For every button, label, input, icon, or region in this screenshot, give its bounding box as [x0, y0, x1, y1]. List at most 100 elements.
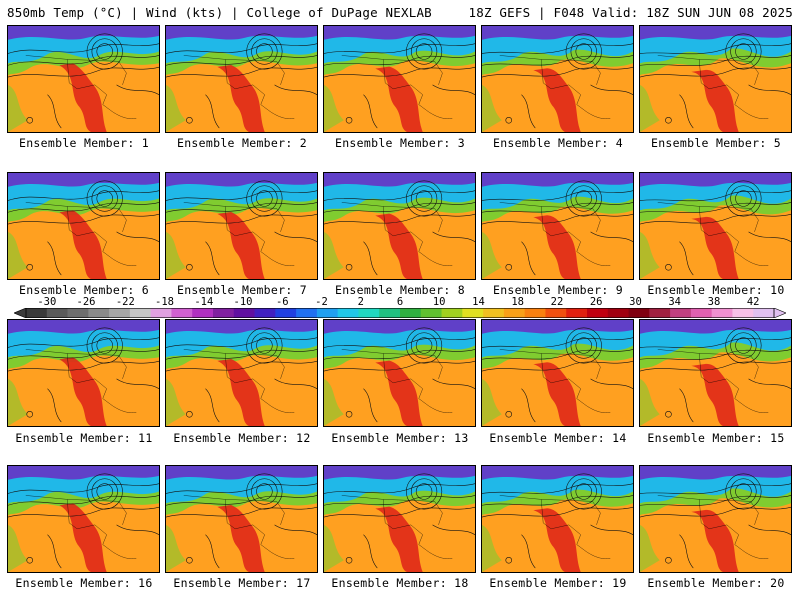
- colorbar-swatch: [213, 308, 235, 318]
- colorbar-swatch: [524, 308, 546, 318]
- colorbar-swatch: [690, 308, 713, 318]
- colorbar-tick-label: -18: [155, 296, 174, 308]
- colorbar-tick-label: 26: [589, 296, 603, 308]
- colorbar-left-arrow: [14, 308, 27, 318]
- ensemble-member-label: Ensemble Member: 15: [647, 431, 785, 445]
- ensemble-map-1: [7, 25, 160, 133]
- ensemble-member-label: Ensemble Member: 19: [489, 576, 627, 590]
- ensemble-map-7: [165, 172, 318, 280]
- colorbar-swatch: [462, 308, 484, 318]
- colorbar-tick-label: 30: [629, 296, 642, 308]
- colorbar-swatch: [670, 308, 692, 318]
- ensemble-member-label: Ensemble Member: 4: [492, 136, 624, 150]
- ensemble-member-label: Ensemble Member: 13: [331, 431, 469, 445]
- ensemble-map-17: [165, 465, 318, 573]
- colorbar-tick-label: -10: [233, 296, 253, 308]
- ensemble-member-label: Ensemble Member: 16: [15, 576, 153, 590]
- colorbar-swatch: [711, 308, 733, 318]
- colorbar-swatch: [67, 308, 89, 318]
- ensemble-map-9: [481, 172, 634, 280]
- colorbar-swatch: [296, 308, 318, 318]
- ensemble-map-15: [639, 319, 792, 427]
- colorbar-right-arrow: [773, 308, 786, 318]
- colorbar-swatch: [628, 308, 650, 318]
- colorbar-swatch: [753, 308, 775, 318]
- colorbar-swatch: [587, 308, 609, 318]
- colorbar-swatch: [109, 308, 131, 318]
- ensemble-member-label: Ensemble Member: 10: [647, 283, 785, 297]
- colorbar-swatch: [275, 308, 297, 318]
- ensemble-map-6: [7, 172, 160, 280]
- colorbar-swatch: [46, 308, 68, 318]
- colorbar-tick-label: 22: [550, 296, 564, 308]
- ensemble-member-label: Ensemble Member: 1: [18, 136, 150, 150]
- colorbar-swatch: [420, 308, 442, 318]
- colorbar-tick-label: 38: [707, 296, 721, 308]
- colorbar-swatch: [379, 308, 401, 318]
- colorbar-swatch: [483, 308, 505, 318]
- colorbar-swatch: [607, 308, 629, 318]
- ensemble-member-label: Ensemble Member: 11: [15, 431, 153, 445]
- colorbar-tick-label: 6: [396, 296, 404, 308]
- ensemble-member-label: Ensemble Member: 12: [173, 431, 311, 445]
- ensemble-map-3: [323, 25, 476, 133]
- colorbar-swatch: [358, 308, 380, 318]
- colorbar-swatch: [545, 308, 567, 318]
- colorbar-tick-label: -26: [76, 296, 96, 308]
- ensemble-map-13: [323, 319, 476, 427]
- colorbar-tick-label: 18: [511, 296, 525, 308]
- colorbar-swatch: [26, 308, 48, 318]
- temperature-colorbar: [14, 308, 786, 318]
- ensemble-member-label: Ensemble Member: 18: [331, 576, 469, 590]
- ensemble-member-label: Ensemble Member: 17: [173, 576, 311, 590]
- colorbar-tick-label: 34: [668, 296, 682, 308]
- ensemble-map-14: [481, 319, 634, 427]
- colorbar-swatch: [129, 308, 152, 318]
- colorbar-swatch: [649, 308, 671, 318]
- colorbar-tick-label: -2: [315, 296, 328, 308]
- colorbar-swatch: [171, 308, 193, 318]
- ensemble-map-16: [7, 465, 160, 573]
- colorbar-swatch: [316, 308, 339, 318]
- colorbar-swatch: [503, 308, 526, 318]
- colorbar-swatch: [150, 308, 172, 318]
- ensemble-map-11: [7, 319, 160, 427]
- chart-title: 850mb Temp (°C) | Wind (kts) | College o…: [7, 5, 432, 20]
- ensemble-map-5: [639, 25, 792, 133]
- ensemble-member-label: Ensemble Member: 14: [489, 431, 627, 445]
- ensemble-member-label: Ensemble Member: 9: [492, 283, 624, 297]
- ensemble-member-label: Ensemble Member: 20: [647, 576, 785, 590]
- ensemble-map-12: [165, 319, 318, 427]
- colorbar-swatch: [732, 308, 754, 318]
- ensemble-member-label: Ensemble Member: 5: [650, 136, 782, 150]
- valid-time: 18Z GEFS | F048 Valid: 18Z SUN JUN 08 20…: [468, 5, 793, 20]
- colorbar-swatch: [233, 308, 255, 318]
- colorbar-swatch: [566, 308, 588, 318]
- ensemble-map-18: [323, 465, 476, 573]
- colorbar-tick-label: -30: [37, 296, 57, 308]
- colorbar-tick-label: 2: [357, 296, 364, 308]
- colorbar-tick-label: 14: [472, 296, 485, 308]
- colorbar-swatch: [441, 308, 463, 318]
- ensemble-map-10: [639, 172, 792, 280]
- ensemble-map-8: [323, 172, 476, 280]
- ensemble-member-label: Ensemble Member: 8: [334, 283, 466, 297]
- colorbar-swatch: [400, 308, 422, 318]
- colorbar-swatch: [88, 308, 110, 318]
- colorbar-tick-label: 42: [746, 296, 760, 308]
- ensemble-map-2: [165, 25, 318, 133]
- ensemble-map-19: [481, 465, 634, 573]
- colorbar-tick-labels: -30 -26 -22 -18 -14 -10 -6 -2 2 6 10 14 18 22 26 30 34 38…: [0, 296, 800, 308]
- colorbar-tick-label: -6: [275, 296, 289, 308]
- colorbar-tick-label: -14: [194, 296, 214, 308]
- ensemble-member-label: Ensemble Member: 7: [176, 283, 308, 297]
- colorbar-swatch: [254, 308, 276, 318]
- colorbar-swatch: [337, 308, 359, 318]
- ensemble-member-label: Ensemble Member: 2: [176, 136, 308, 150]
- colorbar-tick-label: 10: [432, 296, 446, 308]
- colorbar-tick-label: -22: [115, 296, 135, 308]
- ensemble-member-label: Ensemble Member: 6: [18, 283, 150, 297]
- ensemble-map-4: [481, 25, 634, 133]
- ensemble-member-label: Ensemble Member: 3: [334, 136, 466, 150]
